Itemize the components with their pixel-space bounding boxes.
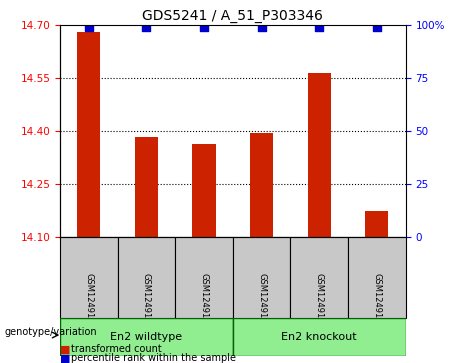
Text: GSM1249174: GSM1249174	[257, 273, 266, 329]
FancyBboxPatch shape	[118, 237, 175, 318]
Bar	[77, 32, 100, 237]
FancyBboxPatch shape	[233, 318, 406, 356]
Text: percentile rank within the sample: percentile rank within the sample	[71, 353, 236, 363]
Point	[373, 24, 381, 30]
Bar	[308, 73, 331, 237]
Text: ■: ■	[60, 353, 71, 363]
Point	[85, 24, 92, 30]
Point	[258, 24, 266, 30]
Bar	[250, 133, 273, 237]
FancyBboxPatch shape	[290, 237, 348, 318]
Point	[142, 24, 150, 30]
Bar	[135, 136, 158, 237]
FancyBboxPatch shape	[60, 318, 233, 356]
Text: ■: ■	[60, 344, 71, 354]
Text: En2 wildtype: En2 wildtype	[110, 332, 183, 342]
Point	[315, 24, 323, 30]
Point	[200, 24, 207, 30]
Bar	[193, 144, 216, 237]
Text: GSM1249171: GSM1249171	[84, 273, 93, 329]
FancyBboxPatch shape	[60, 237, 118, 318]
Text: GSM1249173: GSM1249173	[200, 273, 208, 329]
Text: genotype/variation: genotype/variation	[5, 327, 97, 337]
Text: GSM1249175: GSM1249175	[315, 273, 324, 329]
FancyBboxPatch shape	[348, 237, 406, 318]
Bar	[365, 211, 388, 237]
Text: GSM1249176: GSM1249176	[372, 273, 381, 329]
Title: GDS5241 / A_51_P303346: GDS5241 / A_51_P303346	[142, 9, 323, 23]
Text: En2 knockout: En2 knockout	[281, 332, 357, 342]
Text: GSM1249172: GSM1249172	[142, 273, 151, 329]
FancyBboxPatch shape	[175, 237, 233, 318]
FancyBboxPatch shape	[233, 237, 290, 318]
Text: transformed count: transformed count	[71, 344, 162, 354]
